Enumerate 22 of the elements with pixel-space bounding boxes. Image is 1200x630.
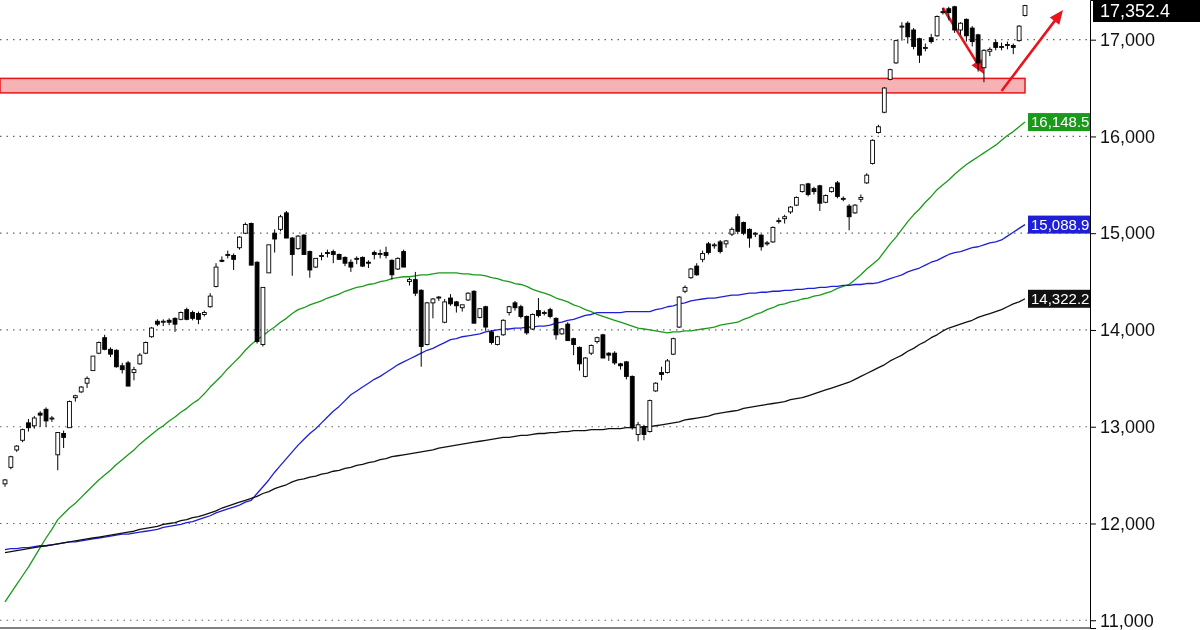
candlestick — [84, 375, 90, 389]
line-series — [4, 223, 1026, 551]
candlestick — [893, 39, 899, 65]
data-label: 15,088.9 — [1031, 216, 1090, 233]
y-tick-label: 12,000 — [1100, 513, 1156, 534]
text: 17,352.4 — [1100, 1, 1171, 22]
candlestick — [934, 14, 940, 38]
candlestick — [213, 262, 219, 288]
candlestick — [272, 228, 278, 254]
candlestick — [870, 138, 875, 165]
y-tick-label: 13,000 — [1100, 416, 1156, 437]
data-label: 14,322.2 — [1031, 290, 1090, 308]
y-tick-label: 14,000 — [1100, 320, 1156, 341]
data-label: 16,148.5 — [1031, 113, 1090, 131]
line-series — [4, 298, 1026, 554]
y-tick-label: 17,000 — [1100, 29, 1156, 50]
candlestick — [219, 255, 225, 263]
y-tick-label: 16,000 — [1100, 126, 1156, 147]
line-series — [4, 121, 1026, 603]
y-tick-label: 15,000 — [1100, 223, 1156, 244]
candlestick — [858, 194, 864, 203]
y-tick-label: 11,000 — [1100, 610, 1154, 630]
